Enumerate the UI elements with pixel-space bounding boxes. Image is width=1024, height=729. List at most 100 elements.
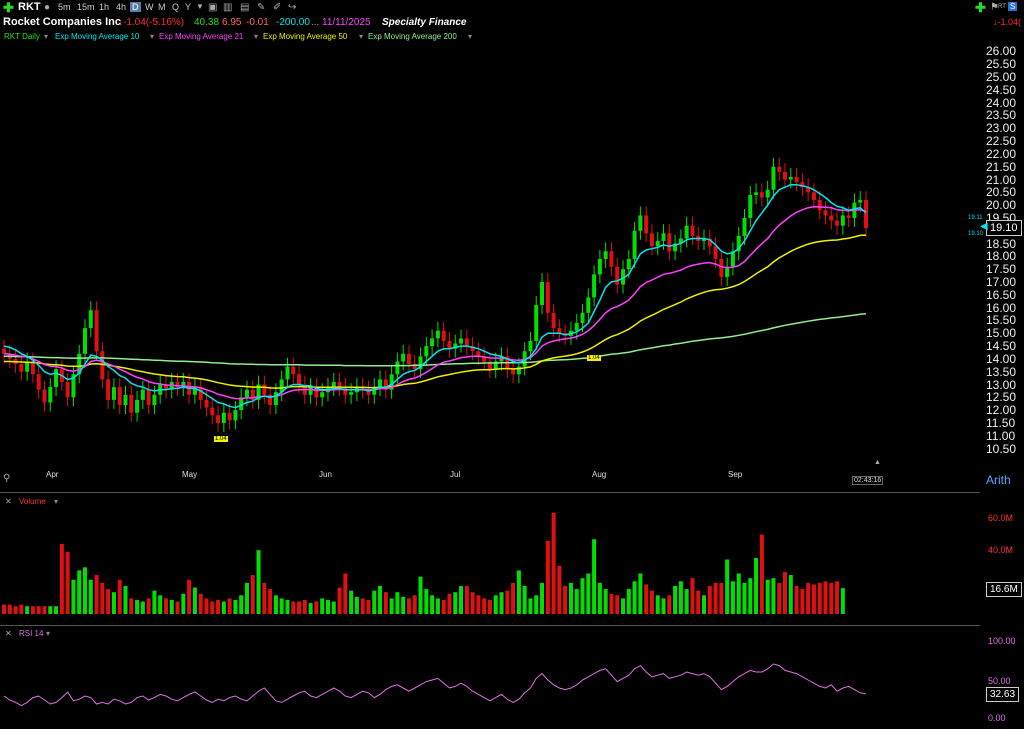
flag-icon[interactable]: ⚑ xyxy=(990,2,999,13)
volume-bar xyxy=(649,590,654,614)
legend-ema200[interactable]: Exp Moving Average 200 xyxy=(368,32,457,41)
legend-ema21[interactable]: Exp Moving Average 21 xyxy=(159,32,244,41)
stat-pe: 6.95 xyxy=(222,17,242,28)
volume-bar xyxy=(59,543,64,614)
scale-mode[interactable]: Arith xyxy=(986,473,1011,487)
globe-icon[interactable]: ● xyxy=(44,2,51,13)
month-label: Jul xyxy=(450,470,461,479)
candle-body xyxy=(493,361,498,370)
volume-close-icon[interactable]: ✕ xyxy=(5,497,12,506)
timeframe-dropdown-icon[interactable]: ▼ xyxy=(196,2,204,11)
candle-body xyxy=(835,220,840,226)
legend-main[interactable]: RKT Daily xyxy=(4,32,40,41)
legend-ema50-dropdown-icon[interactable]: ▾ xyxy=(359,32,364,41)
price-tick: 12.00 xyxy=(986,403,1017,418)
volume-bar xyxy=(811,584,816,614)
volume-bar xyxy=(227,598,232,614)
volume-bar xyxy=(580,578,585,614)
tf-5m[interactable]: 5m xyxy=(58,2,71,12)
price-tick: 15.50 xyxy=(986,313,1017,328)
volume-label[interactable]: Volume xyxy=(19,497,46,506)
volume-bar xyxy=(835,581,840,614)
tf-w[interactable]: W xyxy=(145,2,154,12)
volume-bar xyxy=(748,578,753,614)
candle-body xyxy=(707,238,712,247)
volume-bar xyxy=(441,599,446,614)
symbol-label[interactable]: RKT xyxy=(18,1,41,13)
rsi-current-box: 32.63 xyxy=(986,687,1020,702)
legend-ema21-dropdown-icon[interactable]: ▾ xyxy=(254,32,259,41)
stat-rsi: 40.38 xyxy=(194,17,220,28)
add-symbol-icon[interactable]: ✚ xyxy=(3,0,14,15)
symbol-toolbar: ✚ RKT ● 5m 15m 1h 4h D W M Q Y ▼ ▣ ▥ ▤ ✎… xyxy=(0,0,1024,28)
rsi-label[interactable]: RSI 14 xyxy=(19,629,44,638)
rsi-dropdown-icon[interactable]: ▾ xyxy=(46,629,51,638)
volume-bar xyxy=(661,598,666,614)
volume-bar xyxy=(476,595,481,614)
candle-body xyxy=(343,387,348,395)
volume-bar xyxy=(540,582,545,614)
rsi-separator[interactable] xyxy=(0,625,980,626)
volume-bar xyxy=(713,582,718,614)
volume-bar xyxy=(25,606,30,614)
price-tick: 23.50 xyxy=(986,108,1017,123)
legend-ema50[interactable]: Exp Moving Average 50 xyxy=(263,32,348,41)
tf-y[interactable]: Y xyxy=(185,2,192,12)
scroll-up-icon[interactable]: ▲ xyxy=(874,459,881,466)
candle-body xyxy=(48,387,53,403)
legend-ema10[interactable]: Exp Moving Average 10 xyxy=(55,32,140,41)
tf-q[interactable]: Q xyxy=(172,2,180,12)
candle-body xyxy=(71,374,76,398)
earnings-marker-aug[interactable]: 1.04 xyxy=(587,355,601,361)
volume-bar xyxy=(54,606,59,614)
volume-bar xyxy=(829,582,834,614)
rsi-close-icon[interactable]: ✕ xyxy=(5,629,12,638)
crosshair-icon[interactable]: ⚲ xyxy=(3,473,11,484)
legend-ema10-dropdown-icon[interactable]: ▾ xyxy=(150,32,155,41)
candle-body xyxy=(574,323,579,331)
candle-body xyxy=(291,366,296,375)
chart-type-icon[interactable]: ▥ xyxy=(223,2,233,13)
ema50-line xyxy=(4,234,867,389)
volume-bar xyxy=(412,595,417,614)
legend-ema200-dropdown-icon[interactable]: ▾ xyxy=(468,32,473,41)
volume-separator[interactable] xyxy=(0,492,980,493)
volume-bar xyxy=(256,550,261,614)
volume-bar xyxy=(609,593,614,614)
template-icon[interactable]: ▤ xyxy=(240,2,250,13)
volume-bar xyxy=(279,598,284,614)
volume-bar xyxy=(291,601,296,614)
candle-body xyxy=(730,251,735,267)
volume-bar xyxy=(233,599,238,614)
draw-icon[interactable]: ✎ xyxy=(257,2,266,13)
price-tick: 18.00 xyxy=(986,249,1017,264)
candle-body xyxy=(424,346,429,357)
tf-m[interactable]: M xyxy=(158,2,166,12)
volume-bar xyxy=(505,590,510,614)
earnings-marker-may[interactable]: 1.04 xyxy=(214,436,228,442)
app-icon[interactable]: S xyxy=(1008,2,1018,11)
volume-bar xyxy=(806,582,811,614)
volume-bar xyxy=(106,589,111,614)
compare-icon[interactable]: ▣ xyxy=(208,2,218,13)
volume-bar xyxy=(135,599,140,614)
candle-body xyxy=(719,258,724,277)
volume-tick-40: 40.0M xyxy=(988,545,1014,555)
candle-body xyxy=(273,392,278,406)
volume-dropdown-icon[interactable]: ▾ xyxy=(54,497,59,506)
candle-body xyxy=(592,274,597,298)
add-right-icon[interactable]: ✚ xyxy=(975,0,986,15)
volume-current-box: 16.6M xyxy=(986,582,1022,597)
candle-body xyxy=(621,269,626,285)
tf-15m[interactable]: 15m xyxy=(77,2,95,12)
volume-bar xyxy=(574,589,579,614)
share-icon[interactable]: ↪ xyxy=(288,2,297,13)
volume-bar xyxy=(418,576,423,614)
legend-main-dropdown-icon[interactable]: ▾ xyxy=(44,32,49,41)
tf-d[interactable]: D xyxy=(130,2,141,12)
tf-1h[interactable]: 1h xyxy=(99,2,110,12)
tools-icon[interactable]: ✐ xyxy=(273,2,282,13)
volume-bar xyxy=(754,557,759,614)
tf-4h[interactable]: 4h xyxy=(116,2,127,12)
